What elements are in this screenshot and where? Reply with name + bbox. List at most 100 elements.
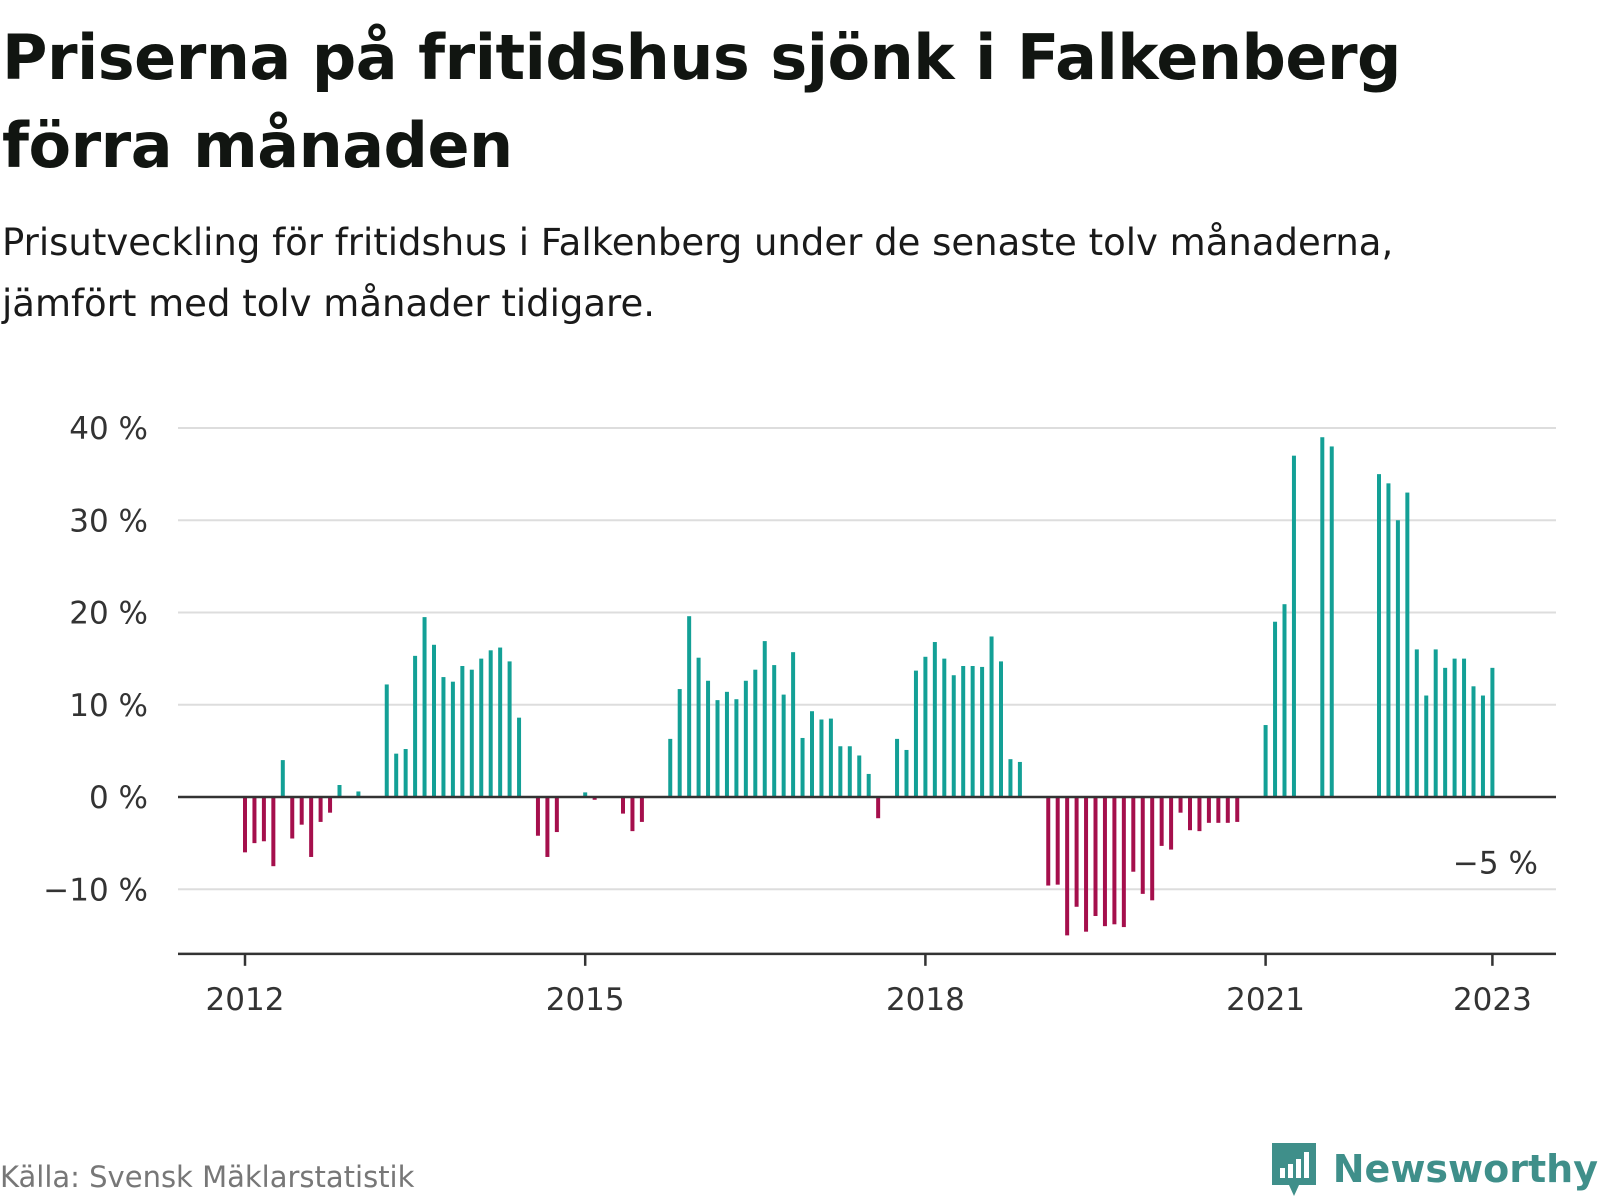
bar — [951, 675, 956, 797]
bar — [441, 677, 446, 797]
bar — [630, 797, 635, 832]
y-tick-label: 40 % — [69, 411, 148, 447]
bar — [847, 746, 852, 797]
bar — [1065, 797, 1070, 936]
bar — [1206, 797, 1211, 823]
bar — [724, 691, 729, 797]
bar — [621, 797, 625, 814]
bar — [243, 797, 247, 853]
bar — [1480, 695, 1485, 797]
bar — [696, 657, 701, 797]
bar — [781, 694, 786, 797]
bar — [743, 680, 748, 797]
bar — [1084, 797, 1089, 932]
bar — [1188, 797, 1192, 831]
bar — [715, 700, 720, 797]
bar — [1490, 667, 1495, 797]
bar — [1291, 455, 1296, 797]
bar — [1263, 725, 1268, 797]
x-tick-label: 2012 — [206, 982, 285, 1018]
bar — [838, 746, 843, 797]
bar — [299, 797, 304, 825]
bar — [876, 797, 881, 819]
bar — [450, 681, 455, 797]
bar — [413, 655, 418, 797]
bar — [1112, 797, 1117, 925]
bar — [507, 661, 512, 797]
bar — [1405, 492, 1410, 797]
bar — [980, 666, 985, 797]
bar — [290, 797, 295, 839]
bar — [753, 669, 758, 797]
bar — [819, 719, 824, 797]
bar — [677, 689, 682, 797]
x-axis-ticks: 2012 2015 2018 2021 2023 — [206, 953, 1532, 1018]
bar — [1017, 761, 1022, 797]
bar — [999, 661, 1003, 797]
bar — [1055, 797, 1060, 885]
bar — [895, 738, 900, 797]
bar — [810, 711, 814, 797]
bar — [1197, 797, 1202, 832]
bar — [280, 760, 285, 797]
bar — [422, 617, 427, 797]
bar — [734, 699, 739, 797]
gridlines — [178, 427, 1556, 891]
bar — [403, 749, 408, 797]
bar — [1320, 437, 1325, 797]
bar — [1395, 520, 1400, 797]
bar — [989, 636, 994, 797]
y-tick-label: 30 % — [69, 503, 148, 539]
x-tick-label: 2023 — [1453, 982, 1532, 1018]
bar — [904, 749, 909, 797]
bar — [828, 718, 833, 797]
bar — [1178, 797, 1183, 813]
source-note: Källa: Svensk Mäklarstatistik — [0, 1160, 415, 1194]
bar — [469, 669, 474, 797]
bar — [1046, 797, 1051, 886]
bar — [668, 738, 673, 797]
value-annotation: −5 % — [1453, 845, 1538, 881]
bar — [1433, 649, 1438, 797]
y-tick-label: 10 % — [69, 688, 148, 724]
bar — [1225, 797, 1230, 823]
bar — [394, 753, 399, 797]
bar — [488, 650, 493, 797]
bar — [252, 797, 257, 844]
bar — [583, 792, 588, 797]
bar — [791, 652, 796, 797]
bar — [1377, 474, 1381, 797]
bar — [432, 644, 436, 797]
brand-name: Newsworthy — [1332, 1147, 1598, 1191]
bar — [337, 785, 342, 797]
bar — [1282, 604, 1287, 797]
bar — [1131, 797, 1136, 872]
bar — [1235, 797, 1240, 822]
bar — [687, 616, 692, 797]
bar — [1471, 686, 1476, 797]
bar — [1443, 667, 1448, 797]
bar — [772, 665, 777, 797]
bar — [498, 647, 503, 797]
bar — [271, 797, 276, 867]
y-tick-label: 20 % — [69, 596, 148, 632]
x-tick-label: 2018 — [886, 982, 965, 1018]
y-tick-label: −10 % — [43, 872, 148, 908]
x-tick-label: 2015 — [546, 982, 625, 1018]
annotation: −5 % — [1449, 842, 1541, 885]
bar — [517, 717, 522, 797]
bar — [1169, 797, 1174, 850]
bar — [1414, 649, 1419, 797]
bar — [932, 642, 937, 797]
bar — [356, 791, 361, 797]
bar — [913, 670, 918, 797]
bar — [923, 656, 928, 797]
bar — [1216, 797, 1221, 823]
bar — [866, 773, 871, 797]
bar — [1074, 797, 1079, 907]
bar — [1452, 658, 1457, 797]
bar — [857, 755, 862, 797]
bar — [961, 666, 966, 797]
bar — [1008, 759, 1013, 797]
